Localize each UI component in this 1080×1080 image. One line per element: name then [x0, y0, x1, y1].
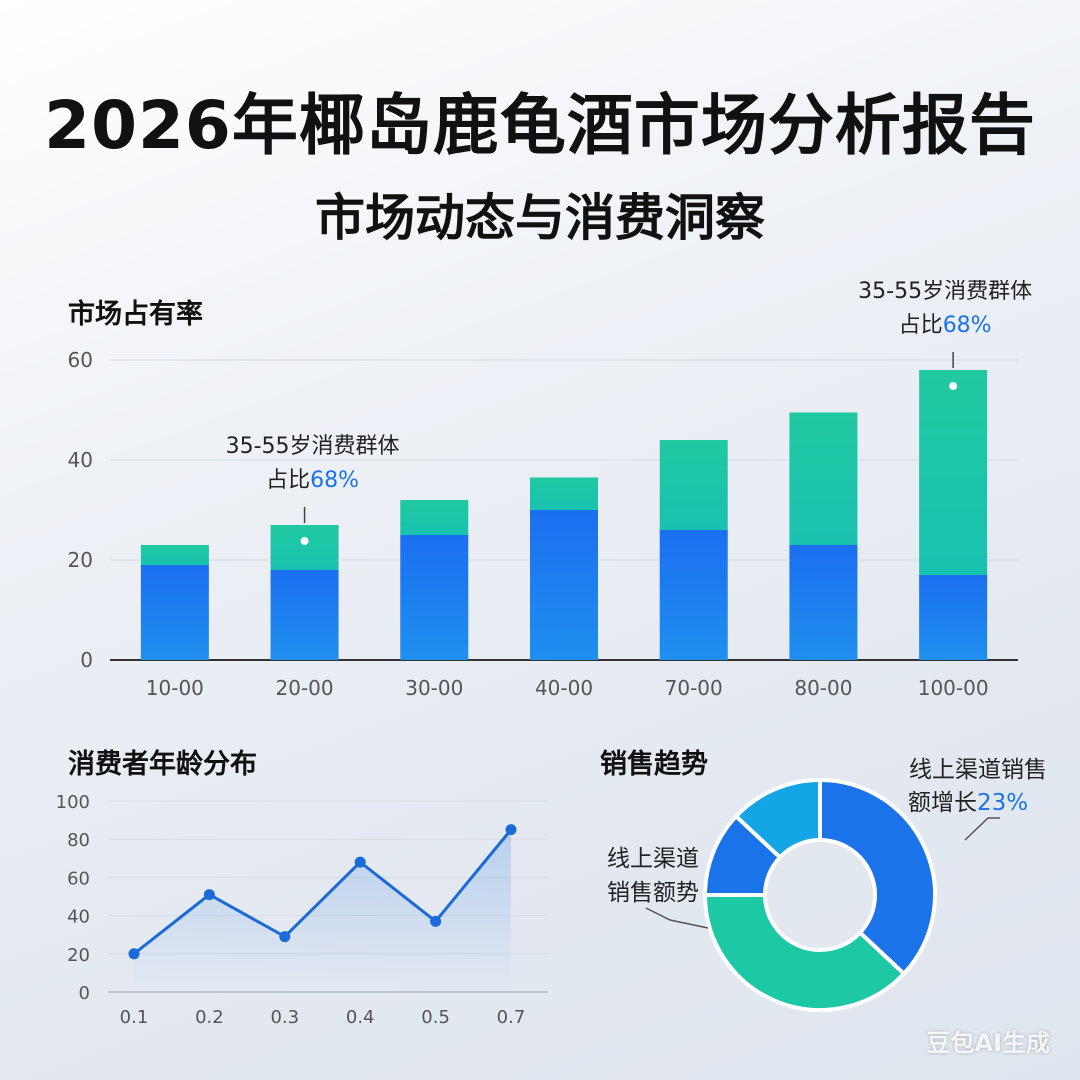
line-chart-title: 消费者年龄分布 — [68, 749, 257, 780]
x-tick-label: 0.3 — [270, 1007, 299, 1028]
annotation-leader — [645, 907, 709, 929]
annotation-text: 销售额势 — [607, 880, 699, 906]
bar-segment-lower — [140, 565, 209, 660]
market-share-bar-chart: 0 20 40 60 10-00 20-00 30-00 40-00 70-00 80-00 100… — [68, 280, 1033, 700]
bar-segment-lower — [400, 535, 469, 660]
data-point — [203, 889, 215, 901]
donut-chart-title: 销售趋势 — [600, 749, 708, 780]
x-tick-label: 0.5 — [421, 1007, 450, 1028]
y-tick-label: 20 — [67, 945, 90, 966]
bar-segment-lower — [919, 575, 988, 660]
y-tick-label: 40 — [68, 448, 93, 472]
bar-segment-upper — [270, 525, 339, 570]
bar-segment-lower — [530, 510, 598, 660]
x-tick-label: 0.4 — [346, 1007, 375, 1028]
x-tick-label: 40-00 — [535, 676, 593, 700]
bar-segment-upper — [789, 412, 858, 545]
donut-slice — [818, 777, 937, 977]
x-tick-label: 30-00 — [405, 676, 463, 700]
x-tick-label: 0.1 — [120, 1007, 149, 1028]
data-point — [505, 824, 517, 836]
annotation-text: 占比68% — [266, 468, 359, 493]
y-tick-label: 60 — [67, 868, 90, 889]
bar-segment-lower — [270, 570, 339, 660]
bar-segment-upper — [530, 477, 598, 510]
bar-segment-lower — [789, 545, 858, 660]
annotation-text: 额增长23% — [908, 790, 1028, 816]
annotation-text: 线上渠道 — [607, 846, 699, 872]
x-tick-label: 20-00 — [276, 676, 334, 700]
annotation-text: 35-55岁消费群体 — [226, 434, 400, 459]
x-tick-label: 80-00 — [794, 676, 852, 700]
age-distribution-line-chart: 0 20 40 60 80 100 0.1 0.2 0.3 0.4 0.5 0.7 — [56, 792, 548, 1028]
page-title: 2026年椰岛鹿龟酒市场分析报告 — [44, 87, 1036, 164]
bar-chart-title: 市场占有率 — [68, 299, 203, 330]
bar-segment-upper — [140, 545, 209, 565]
annotation-dot — [949, 382, 958, 390]
y-tick-label: 100 — [56, 792, 90, 813]
page-subtitle: 市场动态与消费洞察 — [315, 189, 765, 247]
x-tick-label: 0.2 — [195, 1007, 224, 1028]
annotation-text: 线上渠道销售 — [909, 757, 1047, 783]
annotation-text: 35-55岁消费群体 — [858, 280, 1032, 304]
data-point — [128, 948, 140, 960]
bar-segment-upper — [919, 370, 988, 575]
data-point — [354, 856, 366, 868]
donut-slice — [733, 777, 822, 861]
data-line — [133, 828, 513, 955]
annotation-text: 占比68% — [899, 313, 992, 338]
x-tick-label: 100-00 — [918, 676, 989, 700]
bar-segment-upper — [400, 500, 469, 535]
donut-slice — [702, 893, 907, 1012]
x-tick-label: 0.7 — [497, 1007, 526, 1028]
y-tick-label: 60 — [68, 348, 93, 372]
x-tick-label: 10-00 — [146, 676, 204, 700]
annotation-dot — [300, 537, 309, 545]
y-tick-label: 0 — [80, 648, 93, 672]
line-area — [134, 829, 511, 992]
x-tick-label: 70-00 — [665, 676, 723, 700]
data-point — [430, 915, 442, 927]
bar-segment-lower — [659, 530, 728, 660]
y-tick-label: 0 — [79, 983, 90, 1004]
bar-segment-upper — [659, 440, 728, 530]
y-tick-label: 40 — [67, 907, 90, 928]
y-tick-label: 80 — [67, 830, 90, 851]
annotation-leader — [964, 817, 1000, 841]
watermark: 豆包AI生成 — [926, 1029, 1050, 1057]
y-tick-label: 20 — [68, 548, 93, 572]
data-point — [279, 931, 291, 943]
